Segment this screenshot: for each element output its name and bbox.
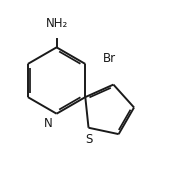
Text: Br: Br xyxy=(103,52,116,65)
Text: S: S xyxy=(85,133,92,146)
Text: NH₂: NH₂ xyxy=(45,17,68,30)
Text: N: N xyxy=(44,117,53,130)
